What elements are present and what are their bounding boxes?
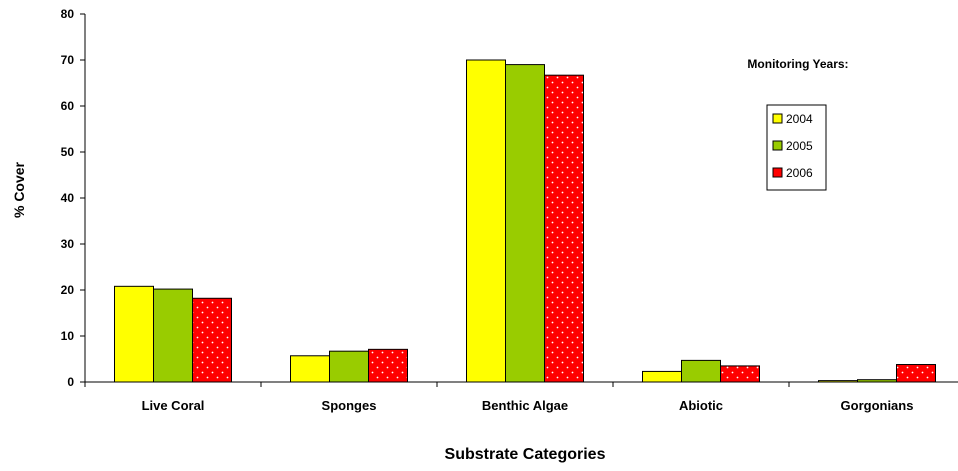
legend-label-2005: 2005 bbox=[786, 139, 813, 153]
bar-2005 bbox=[505, 64, 545, 383]
bar-2004 bbox=[114, 285, 154, 383]
bar-2005 bbox=[153, 288, 193, 383]
y-tick-label: 10 bbox=[61, 329, 75, 343]
x-tick-label: Sponges bbox=[322, 398, 377, 413]
x-axis-label: Substrate Categories bbox=[445, 446, 606, 463]
bar-2004 bbox=[642, 370, 682, 383]
bar-2006 bbox=[896, 364, 936, 383]
bar-2006 bbox=[368, 348, 408, 383]
legend-swatch-2004 bbox=[772, 113, 783, 124]
legend-label-2006: 2006 bbox=[786, 166, 813, 180]
bar-2006 bbox=[192, 297, 232, 383]
x-tick-label: Abiotic bbox=[679, 398, 723, 413]
y-tick-label: 0 bbox=[67, 375, 74, 389]
x-tick-label: Benthic Algae bbox=[482, 398, 568, 413]
legend-title: Monitoring Years: bbox=[747, 57, 848, 71]
y-axis-label: % Cover bbox=[11, 161, 27, 218]
y-tick-label: 30 bbox=[61, 237, 75, 251]
y-tick-label: 80 bbox=[61, 7, 75, 21]
bar-2005 bbox=[329, 350, 369, 383]
bars bbox=[114, 59, 936, 383]
bar-2004 bbox=[818, 380, 858, 383]
legend-swatch-2005 bbox=[772, 140, 783, 151]
bar-2004 bbox=[290, 355, 330, 383]
legend-swatch-2006 bbox=[772, 167, 783, 178]
legend-label-2004: 2004 bbox=[786, 112, 813, 126]
bar-2005 bbox=[857, 379, 897, 383]
y-tick-label: 40 bbox=[61, 191, 75, 205]
legend: 2004 2005 2006 bbox=[766, 104, 827, 191]
bar-2006 bbox=[544, 74, 584, 383]
tick-labels: 0 10 20 30 40 50 60 70 80 Live Coral Sponges Benthi… bbox=[61, 7, 914, 413]
y-tick-label: 70 bbox=[61, 53, 75, 67]
bar-2005 bbox=[681, 359, 721, 383]
y-tick-label: 50 bbox=[61, 145, 75, 159]
y-tick-label: 20 bbox=[61, 283, 75, 297]
y-tick-label: 60 bbox=[61, 99, 75, 113]
x-tick-label: Live Coral bbox=[142, 398, 205, 413]
bar-2006 bbox=[720, 365, 760, 383]
x-tick-label: Gorgonians bbox=[841, 398, 914, 413]
bar-2004 bbox=[466, 59, 506, 383]
